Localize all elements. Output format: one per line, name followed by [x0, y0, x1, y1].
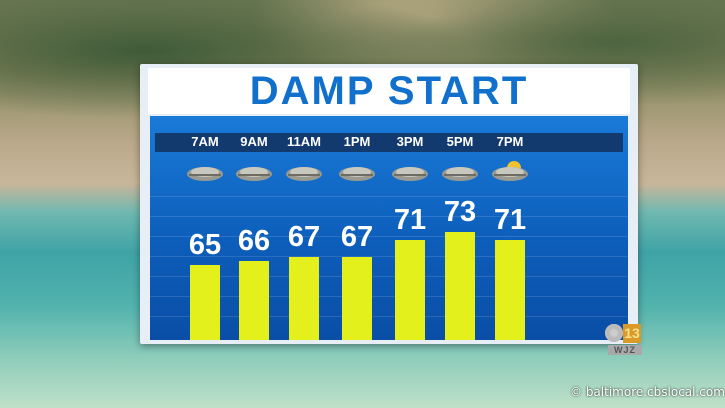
temperature-bar: [239, 261, 269, 340]
cloudy-icon: [442, 167, 478, 181]
temperature-bar: [289, 257, 319, 340]
temperature-label: 67: [287, 221, 321, 253]
cloudy-icon: [286, 167, 322, 181]
gridline: [150, 196, 628, 197]
station-name: WJZ: [608, 345, 642, 355]
temperature-bar: [495, 240, 525, 340]
wjz-logo: 13 WJZ: [605, 322, 647, 356]
temperature-label: 67: [340, 221, 374, 253]
time-label: 1PM: [343, 134, 371, 149]
channel-number: 13: [623, 324, 641, 343]
gridline: [150, 316, 628, 317]
chart-title: DAMP START: [148, 68, 630, 114]
website-url: © baltimore.cbslocal.com: [570, 385, 725, 399]
time-label: 7PM: [496, 134, 524, 149]
cbs-eye-icon: [605, 324, 623, 342]
gridline: [150, 216, 628, 217]
cloudy-icon: [236, 167, 272, 181]
gridline: [150, 296, 628, 297]
cloudy-icon: [187, 167, 223, 181]
temperature-bar: [190, 265, 220, 340]
temperature-label: 71: [493, 204, 527, 237]
partly-sunny-icon: [492, 161, 528, 181]
temperature-label: 73: [443, 196, 477, 229]
gridline: [150, 276, 628, 277]
temperature-bar: [395, 240, 425, 340]
gridline: [150, 236, 628, 237]
temperature-bar: [342, 257, 372, 340]
temperature-label: 71: [393, 204, 427, 237]
time-label: 7AM: [191, 134, 219, 149]
time-label: 9AM: [240, 134, 268, 149]
time-label: 5PM: [446, 134, 474, 149]
cloudy-icon: [339, 167, 375, 181]
time-label: 11AM: [287, 134, 321, 149]
time-label: 3PM: [396, 134, 424, 149]
temperature-label: 65: [188, 229, 222, 262]
temperature-bar: [445, 232, 475, 340]
cloudy-icon: [392, 167, 428, 181]
time-strip: [155, 133, 623, 152]
temperature-label: 66: [237, 225, 271, 258]
gridline: [150, 256, 628, 257]
chart-panel: 7AM 65 9AM 66 11AM 67 1PM 67 3PM 71 5PM 73 7PM 71: [150, 116, 628, 340]
